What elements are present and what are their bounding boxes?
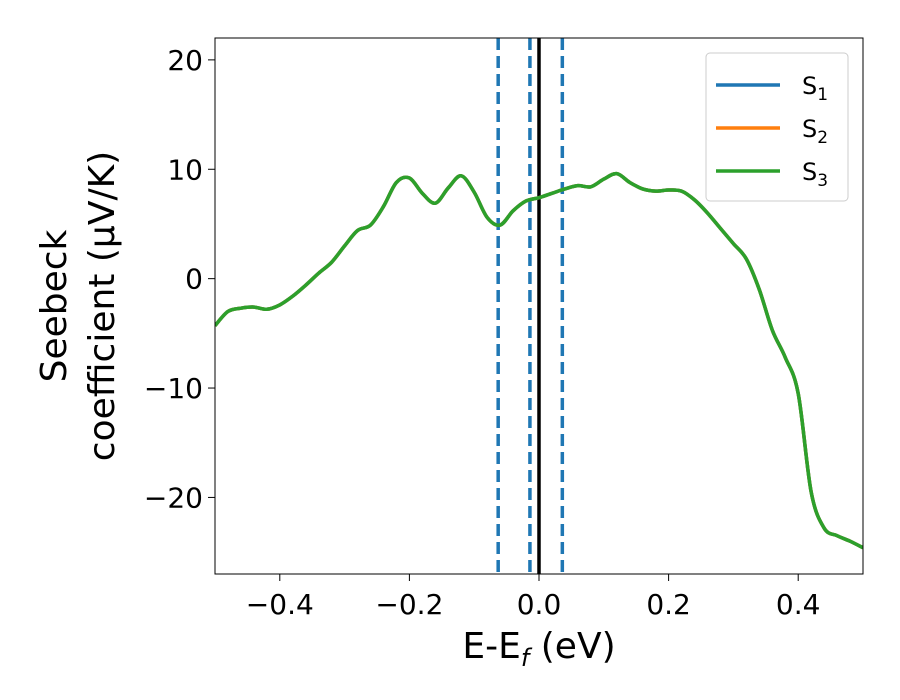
y-tick-label: 10	[167, 153, 203, 186]
series-group	[215, 171, 863, 550]
x-tick-label: 0.2	[646, 588, 691, 621]
x-tick-label: 0.0	[517, 588, 562, 621]
y-tick-label: 20	[167, 44, 203, 77]
y-axis-label-line2: coefficient (μV/K)	[82, 151, 123, 461]
x-tick-label: −0.2	[375, 588, 443, 621]
legend: S1 S2 S3	[705, 52, 849, 202]
legend-label-s1: S1	[802, 72, 828, 105]
y-tick-label: −20	[144, 481, 203, 514]
y-axis-label-line1: Seebeck	[34, 229, 75, 382]
legend-label-s2: S2	[802, 115, 828, 148]
x-tick-label: −0.4	[246, 588, 314, 621]
plot-area	[215, 38, 863, 574]
series-line-s3	[215, 171, 863, 550]
x-axis-ticks: −0.4 −0.2 0.0 0.2 0.4	[246, 574, 821, 621]
reference-lines	[496, 38, 565, 574]
x-axis-label: E-Ef (eV)	[462, 626, 615, 672]
legend-label-s3: S3	[802, 158, 828, 191]
y-axis-label: Seebeck coefficient (μV/K)	[34, 151, 123, 461]
y-tick-label: 0	[185, 263, 203, 296]
y-tick-label: −10	[144, 372, 203, 405]
y-axis-ticks: −20 −10 0 10 20	[144, 44, 215, 514]
x-tick-label: 0.4	[776, 588, 821, 621]
